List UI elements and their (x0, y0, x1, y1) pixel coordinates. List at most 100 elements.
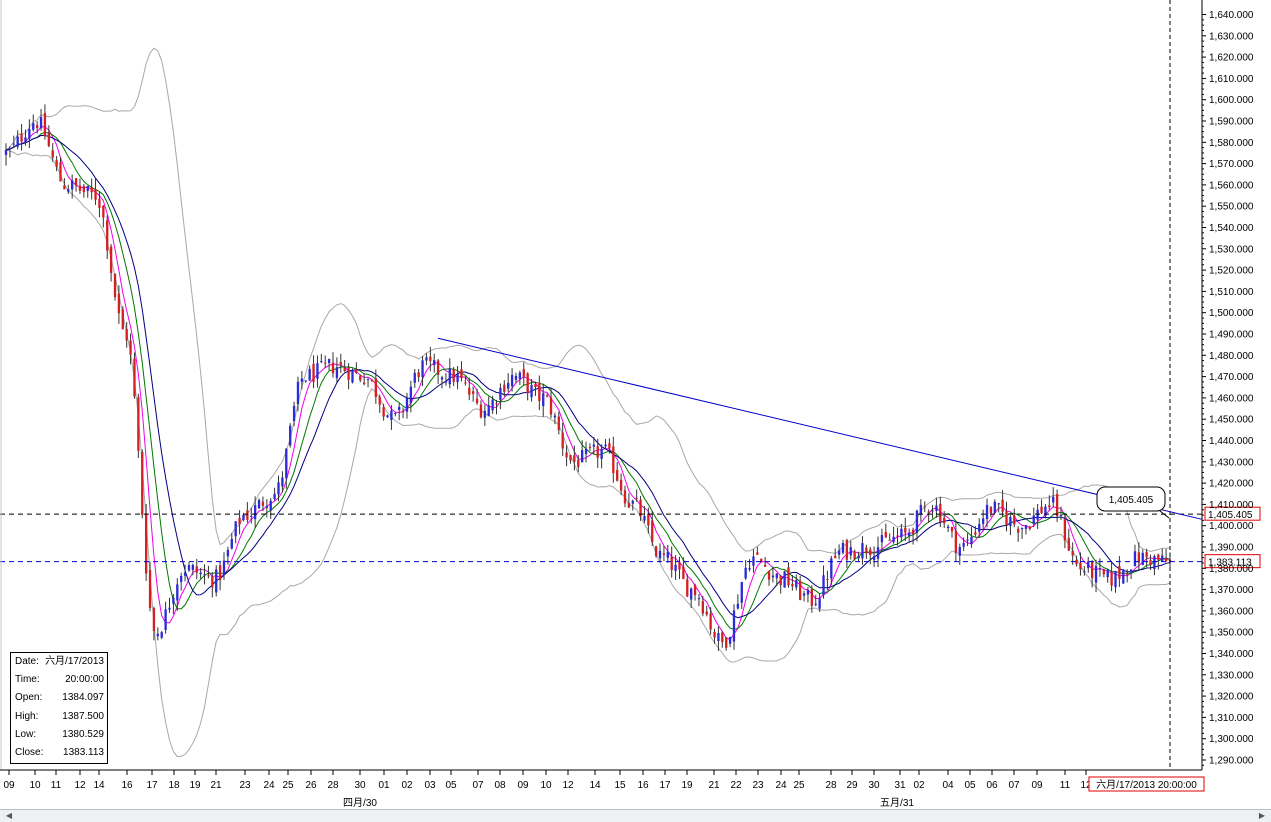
candle-down (588, 447, 592, 449)
candle-up (658, 550, 662, 559)
ohlc-info-box: Date: 六月/17/2013 Time: 20:00:00 Open: 1384.… (10, 652, 108, 764)
x-tick-label: 08 (494, 780, 506, 791)
candle-up (666, 551, 669, 558)
candle-down (608, 443, 611, 449)
x-tick-label: 14 (589, 780, 601, 791)
trendline-annotation: 1,405.405 (1109, 495, 1154, 506)
scroll-left-icon[interactable]: ◀ (5, 811, 13, 820)
ma-mid-line (5, 131, 1171, 631)
candle-up (421, 360, 424, 378)
candle-down (51, 150, 54, 158)
candle-up (405, 397, 409, 412)
candle-up (728, 636, 732, 644)
candle-down (557, 416, 560, 431)
candle-up (409, 386, 413, 403)
horizontal-scrollbar[interactable]: ◀ ▶ (0, 809, 1271, 822)
info-label: Date: (15, 656, 39, 667)
x-tick-label: 19 (189, 780, 201, 791)
y-tick-label: 1,530.000 (1209, 244, 1254, 255)
candle-down (152, 608, 156, 631)
x-tick-label: 04 (942, 780, 954, 791)
candle-up (250, 515, 253, 517)
candle-down (884, 531, 887, 538)
x-tick-label: 12 (74, 780, 86, 791)
candle-up (580, 450, 584, 463)
x-tick-label: 05 (964, 780, 976, 791)
candle-down (526, 373, 529, 394)
candle-down (378, 397, 381, 405)
candle-down (125, 328, 128, 341)
candle-up (24, 137, 27, 142)
candle-up (752, 556, 755, 566)
candle-down (1090, 561, 1094, 579)
candle-up (861, 543, 864, 559)
candle-up (530, 385, 533, 398)
y-tick-label: 1,470.000 (1209, 372, 1254, 383)
candle-down (693, 584, 697, 596)
candle-up (168, 607, 171, 610)
candle-up (514, 376, 518, 380)
candle-down (238, 517, 241, 525)
candle-up (740, 582, 743, 603)
candle-down (117, 293, 121, 314)
candle-up (1122, 569, 1125, 584)
y-tick-label: 1,550.000 (1209, 202, 1254, 213)
candle-down (654, 546, 658, 557)
candle-up (985, 504, 989, 520)
candle-down (1157, 554, 1160, 560)
candle-down (47, 132, 50, 147)
candle-up (440, 377, 444, 380)
candle-up (900, 528, 903, 538)
candle-down (475, 398, 479, 404)
candle-up (689, 588, 693, 600)
candle-down (63, 185, 66, 190)
info-row-time: Time: 20:00:00 (11, 671, 107, 689)
scroll-right-icon[interactable]: ▶ (1258, 811, 1266, 820)
candle-down (35, 125, 39, 128)
x-tick-label: 02 (401, 780, 413, 791)
candle-down (1110, 571, 1113, 586)
candle-down (950, 527, 954, 532)
candle-down (452, 369, 455, 382)
candle-up (771, 575, 775, 578)
candle-down (1001, 499, 1004, 512)
candle-up (390, 410, 393, 420)
candle-up (265, 505, 268, 508)
candle-up (176, 584, 179, 601)
y-tick-label: 1,320.000 (1209, 692, 1254, 703)
candle-up (1153, 556, 1156, 570)
candle-up (744, 567, 747, 579)
candle-down (106, 220, 109, 251)
candle-up (335, 367, 339, 379)
x-tick-label: 24 (263, 780, 275, 791)
candle-up (872, 556, 876, 561)
candle-up (600, 448, 603, 459)
candle-up (308, 368, 311, 381)
candle-down (382, 407, 385, 417)
candle-up (841, 543, 845, 553)
candle-up (296, 381, 300, 405)
x-tick-label: 24 (775, 780, 787, 791)
candle-down (865, 547, 868, 554)
candle-down (569, 455, 572, 461)
candle-up (32, 123, 35, 130)
candle-down (670, 556, 673, 571)
candle-down (989, 507, 993, 514)
info-label: Open: (15, 692, 43, 704)
candle-down (495, 403, 498, 405)
candle-up (962, 542, 965, 547)
candle-up (386, 415, 389, 418)
candle-up (1114, 571, 1117, 588)
y-tick-label: 1,450.000 (1209, 415, 1254, 426)
candle-up (285, 448, 288, 479)
candle-down (121, 309, 124, 330)
candle-up (857, 556, 860, 559)
candle-up (674, 564, 677, 571)
candle-down (709, 613, 712, 630)
candle-down (682, 566, 685, 580)
candle-down (1063, 518, 1067, 541)
candle-down (1079, 562, 1082, 570)
x-tick-label: 09 (3, 780, 15, 791)
candle-up (795, 580, 798, 588)
candle-down (401, 411, 405, 413)
